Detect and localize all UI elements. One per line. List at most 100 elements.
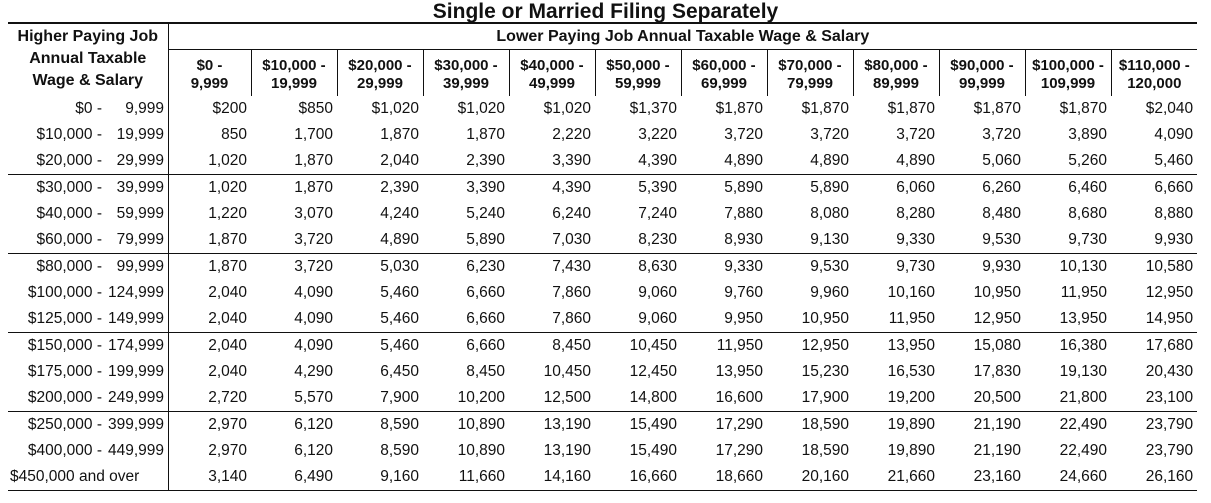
table-cell: 4,890 — [724, 152, 763, 169]
table-cell: 6,460 — [1025, 174, 1111, 201]
row-label-text: $450,000 and over — [10, 468, 140, 485]
column-header-line: $80,000 - — [864, 57, 928, 74]
table-cell: 5,060 — [982, 152, 1021, 169]
table-cell: 5,890 — [681, 174, 767, 201]
table-cell: 23,790 — [1111, 411, 1198, 438]
column-header: $60,000 -69,999 — [680, 49, 767, 96]
table-cell: 13,950 — [853, 332, 939, 359]
table-cell: 3,390 — [552, 152, 591, 169]
table-cell: 4,290 — [294, 363, 333, 380]
table-cell: 8,230 — [638, 231, 677, 248]
table-cell: 21,800 — [1059, 389, 1107, 406]
row-label-to: 79,999 — [116, 231, 164, 248]
table-cell: 6,120 — [294, 442, 333, 459]
table-cell: 5,390 — [595, 174, 681, 201]
table-cell: 8,080 — [810, 205, 849, 222]
table-cell: 12,950 — [1145, 284, 1194, 301]
table-cell: 10,160 — [887, 284, 935, 301]
table-cell: 3,720 — [982, 126, 1021, 143]
table-cell: 8,930 — [724, 231, 763, 248]
row-label-to: 149,999 — [107, 310, 164, 327]
table-cell: 8,680 — [1068, 205, 1107, 222]
table-cell: 14,160 — [509, 464, 595, 491]
table-cell: $1,020 — [371, 100, 419, 117]
row-label-from: $60,000 - — [36, 231, 103, 248]
table-cell: 9,730 — [853, 253, 939, 280]
table-cell: 6,240 — [552, 205, 591, 222]
table-cell: 9,330 — [896, 231, 935, 248]
column-header-line: $10,000 - — [262, 57, 326, 74]
table-cell: 9,930 — [1154, 231, 1194, 248]
table-cell: 11,950 — [1060, 284, 1107, 301]
row-label: $150,000 - 174,999 — [8, 332, 169, 359]
row-label: $40,000 - 59,999 — [8, 201, 169, 227]
table-cell: 18,590 — [767, 411, 853, 438]
row-label-from: $250,000 - — [27, 416, 102, 433]
table-cell: 1,020 — [208, 152, 247, 169]
column-header: $30,000 -39,999 — [422, 49, 509, 96]
table-cell: 8,480 — [982, 205, 1021, 222]
table-cell: 2,390 — [466, 152, 505, 169]
table-cell: 1,870 — [294, 152, 333, 169]
row-label: $20,000 - 29,999 — [8, 148, 169, 175]
table-cell: 8,590 — [337, 411, 423, 438]
table-cell: 10,950 — [801, 310, 849, 327]
table-cell: 12,500 — [543, 389, 591, 406]
table-cell: 11,950 — [888, 310, 935, 327]
column-header-line: 69,999 — [701, 75, 747, 92]
column-header-line: 29,999 — [357, 75, 403, 92]
column-group-header: Lower Paying Job Annual Taxable Wage & S… — [168, 22, 1198, 50]
table-cell: 5,460 — [1154, 152, 1194, 169]
table-cell: 7,030 — [552, 231, 591, 248]
table-cell: 22,490 — [1025, 411, 1111, 438]
table-cell: 15,490 — [629, 442, 677, 459]
table-cell: $1,870 — [801, 100, 849, 117]
row-label: $400,000 - 449,999 — [8, 438, 169, 464]
table-cell: 7,240 — [638, 205, 677, 222]
table-cell: $1,870 — [887, 100, 935, 117]
table-cell: 6,260 — [939, 174, 1025, 201]
table-cell: 10,130 — [1025, 253, 1111, 280]
row-label-from: $80,000 - — [36, 258, 103, 275]
table-cell: 12,950 — [767, 332, 853, 359]
table-cell: 3,720 — [810, 126, 849, 143]
table-cell: 18,660 — [681, 464, 767, 491]
table-cell: 9,930 — [939, 253, 1025, 280]
table-cell: 19,200 — [887, 389, 935, 406]
table-cell: 10,580 — [1111, 253, 1198, 280]
row-label-from: $30,000 - — [36, 179, 103, 196]
table-cell: 4,090 — [294, 284, 333, 301]
column-header-line: $100,000 - — [1032, 57, 1104, 74]
table-cell: 4,240 — [380, 205, 419, 222]
row-label-to: 399,999 — [107, 416, 164, 433]
table-cell: 4,390 — [638, 152, 677, 169]
row-label: $175,000 - 199,999 — [8, 359, 169, 385]
column-header: $10,000 -19,999 — [250, 49, 337, 96]
column-header: $110,000 -120,000 — [1110, 49, 1198, 96]
table-cell: $850 — [298, 100, 333, 117]
table-cell: 15,490 — [595, 411, 681, 438]
table-cell: 1,020 — [168, 174, 251, 201]
table-cell: 3,720 — [294, 231, 333, 248]
table-cell: 9,960 — [810, 284, 849, 301]
table-cell: 16,530 — [887, 363, 935, 380]
row-label-from: $175,000 - — [27, 363, 102, 380]
table-cell: $1,870 — [1059, 100, 1107, 117]
table-cell: 8,630 — [595, 253, 681, 280]
table-cell: 3,220 — [638, 126, 677, 143]
table-cell: 1,700 — [294, 126, 333, 143]
table-cell: 11,660 — [423, 464, 509, 491]
table-cell: 5,570 — [294, 389, 333, 406]
table-cell: 6,230 — [423, 253, 509, 280]
table-cell: 850 — [221, 126, 247, 143]
table-cell: 20,430 — [1145, 363, 1194, 380]
table-cell: 6,660 — [466, 284, 505, 301]
row-label: $125,000 - 149,999 — [8, 306, 169, 333]
row-label-to: 199,999 — [107, 363, 164, 380]
row-label-to: 249,999 — [107, 389, 164, 406]
row-label-to: 19,999 — [116, 126, 164, 143]
table-cell: 9,760 — [724, 284, 763, 301]
table-cell: 2,040 — [380, 152, 419, 169]
table-row: $125,000 - 149,999 2,040 4,090 5,460 6,660 7,8… — [8, 306, 1197, 333]
table-cell: 1,870 — [380, 126, 419, 143]
